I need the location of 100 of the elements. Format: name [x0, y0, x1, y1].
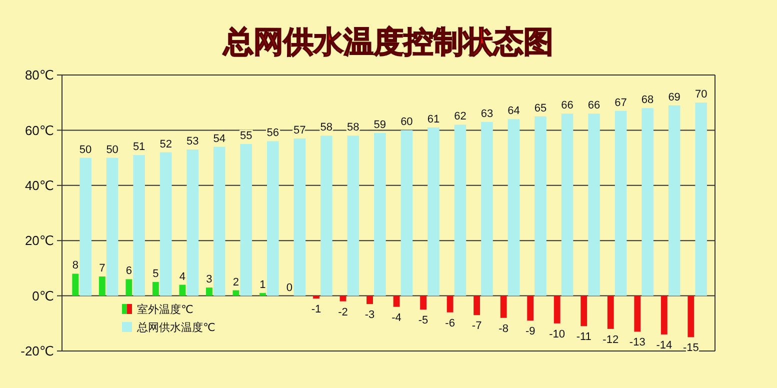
data-label: 61: [427, 113, 440, 126]
data-label: 1: [260, 279, 266, 292]
data-label: 55: [240, 130, 252, 142]
data-label: -12: [602, 334, 619, 346]
data-label: 3: [206, 274, 212, 286]
bar: [500, 296, 507, 318]
data-label: 62: [454, 110, 466, 123]
data-label: 64: [508, 105, 520, 118]
bar: [642, 108, 654, 296]
data-label: -1: [311, 304, 322, 316]
bar: [420, 296, 426, 310]
bar: [126, 279, 132, 296]
data-label: 2: [232, 276, 240, 288]
bar: [106, 158, 118, 296]
y-tick-label: 20℃: [24, 233, 54, 248]
legend-label: 总网供水温度℃: [136, 320, 216, 334]
bar: [320, 136, 332, 296]
data-label: 8: [72, 260, 78, 272]
y-tick-label: -20℃: [20, 344, 54, 359]
bar: [534, 116, 546, 296]
data-label: 52: [160, 138, 172, 150]
bar: [366, 296, 373, 304]
bar: [695, 102, 707, 296]
data-label: 54: [213, 132, 226, 145]
data-label: -13: [629, 336, 646, 349]
bar: [179, 284, 186, 296]
bar: [232, 290, 240, 296]
bar: [634, 296, 641, 332]
bar: [260, 293, 266, 296]
bar: [374, 132, 386, 296]
bar: [668, 105, 680, 296]
bar: [160, 152, 172, 296]
bar: [428, 127, 440, 296]
bar: [347, 136, 360, 296]
bar: [152, 282, 159, 296]
bar: [588, 114, 600, 296]
bar: [474, 296, 480, 316]
data-label: 68: [641, 94, 654, 106]
data-label: 65: [534, 102, 547, 114]
data-label: 50: [106, 144, 118, 156]
bar: [98, 276, 106, 296]
data-label: -11: [576, 331, 592, 344]
bar: [133, 155, 145, 296]
bar: [554, 296, 560, 324]
data-label: 63: [480, 108, 494, 120]
data-label: 69: [668, 91, 680, 104]
data-label: 4: [179, 270, 186, 283]
bar: [607, 296, 614, 329]
data-label: 70: [694, 88, 708, 101]
bar: [688, 296, 694, 338]
y-tick-label: 80℃: [24, 68, 54, 83]
data-label: 59: [374, 118, 386, 131]
bar: [561, 114, 574, 296]
chart-title: 总网供水温度控制状态图: [222, 25, 554, 59]
data-label: 6: [126, 265, 132, 278]
bar: [294, 138, 306, 296]
data-label: -9: [525, 326, 536, 338]
bar: [481, 122, 493, 296]
data-label: -2: [338, 306, 348, 318]
bar: [527, 296, 534, 321]
legend-label: 室外温度℃: [137, 302, 194, 316]
bar: [213, 146, 226, 296]
data-label: 60: [400, 116, 413, 128]
bar: [340, 296, 346, 302]
bar: [614, 110, 627, 296]
data-label: -4: [392, 312, 402, 324]
data-label: 56: [266, 127, 280, 140]
data-label: 51: [132, 141, 146, 154]
data-label: -7: [472, 320, 482, 332]
data-label: -3: [364, 309, 375, 322]
data-label: 67: [614, 96, 627, 109]
bar: [446, 296, 454, 312]
bar: [454, 124, 466, 296]
bar: [267, 141, 279, 296]
bar: [660, 296, 668, 334]
y-tick-label: 60℃: [24, 122, 54, 138]
data-label: 0: [286, 282, 293, 294]
bar: [580, 296, 588, 326]
data-label: -8: [498, 322, 508, 335]
data-label: 66: [588, 100, 600, 112]
data-label: 7: [99, 262, 106, 274]
y-tick-label: 40℃: [24, 178, 54, 193]
bar: [393, 296, 400, 307]
bar: [206, 288, 212, 296]
data-label: 5: [152, 268, 159, 280]
bar: [186, 150, 198, 296]
data-label: -6: [445, 317, 455, 330]
data-label: 50: [79, 144, 92, 156]
bar: [80, 158, 92, 296]
data-label: 66: [561, 100, 574, 112]
data-label: -14: [656, 339, 672, 352]
bar: [400, 130, 413, 296]
data-label: -5: [418, 314, 428, 327]
data-label: -10: [549, 328, 566, 340]
bar: [240, 144, 252, 296]
bar: [508, 119, 520, 296]
bar: [313, 296, 320, 299]
y-tick-label: 0℃: [32, 288, 54, 304]
bar: [72, 274, 79, 296]
data-label: 53: [186, 136, 199, 148]
